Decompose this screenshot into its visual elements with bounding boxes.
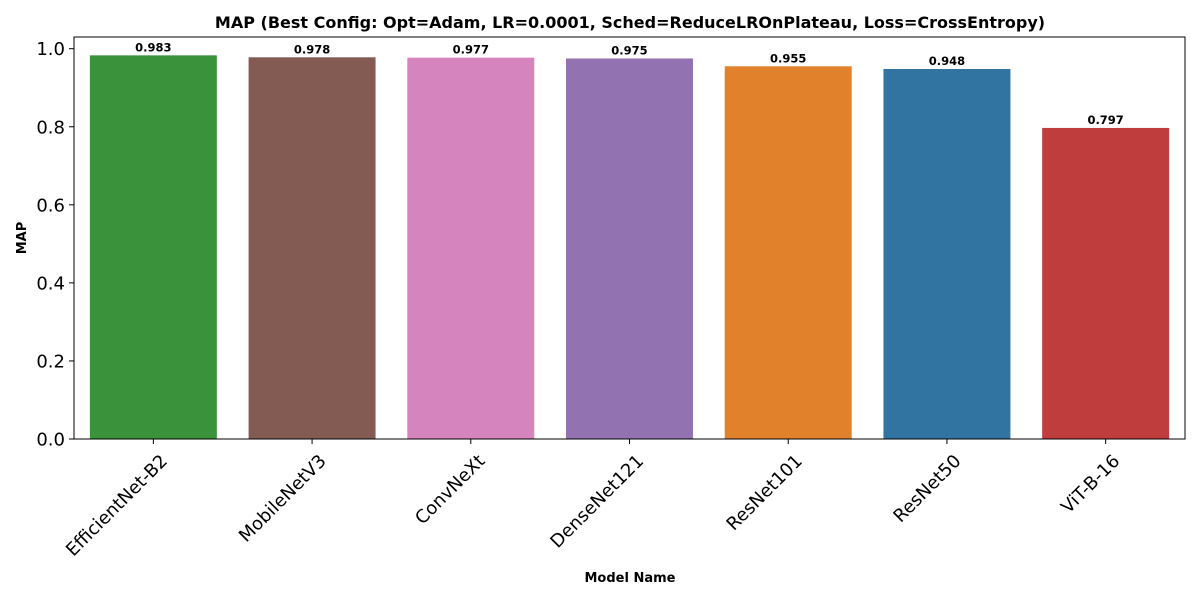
bar-4 bbox=[724, 66, 852, 439]
bar-value-label: 0.797 bbox=[1087, 113, 1123, 127]
bar-5 bbox=[883, 69, 1011, 440]
x-tick-label: EfficientNet-B2 bbox=[62, 451, 172, 561]
plot-frame bbox=[73, 36, 1186, 440]
bar-3 bbox=[566, 58, 693, 440]
bar-1 bbox=[248, 57, 376, 440]
x-tick-label: DenseNet121 bbox=[546, 451, 648, 553]
x-tick-label: ResNet50 bbox=[889, 451, 965, 527]
y-tick-label: 0.4 bbox=[36, 273, 65, 294]
bar-6 bbox=[1042, 127, 1170, 439]
x-axis: EfficientNet-B2 MobileNetV3 ConvNeXt DenseN… bbox=[62, 439, 1124, 561]
x-tick-label: ViT-B-16 bbox=[1057, 451, 1124, 518]
y-tick-label: 0.8 bbox=[36, 117, 65, 138]
bar-value-label: 0.948 bbox=[929, 54, 965, 68]
y-tick-label: 0.0 bbox=[36, 430, 65, 451]
bar-value-label: 0.977 bbox=[453, 43, 489, 57]
x-tick-label: MobileNetV3 bbox=[235, 451, 331, 547]
bar-value-label: 0.978 bbox=[294, 42, 330, 56]
bar-value-label: 0.975 bbox=[611, 43, 647, 57]
y-axis: 0.0 0.2 0.4 0.6 0.8 1.0 bbox=[36, 39, 74, 451]
bar-value-label: 0.983 bbox=[135, 40, 171, 54]
x-axis-label: Model Name bbox=[585, 571, 676, 586]
bar-0 bbox=[89, 55, 217, 439]
value-labels-layer: 0.983 0.978 0.977 0.975 0.955 0.948 0.797 bbox=[135, 40, 1124, 127]
bar-2 bbox=[407, 57, 535, 440]
bars-layer bbox=[89, 55, 1170, 440]
y-axis-label: MAP bbox=[15, 222, 30, 255]
x-tick-label: ConvNeXt bbox=[411, 451, 489, 529]
y-tick-label: 1.0 bbox=[36, 39, 65, 60]
y-tick-label: 0.2 bbox=[36, 351, 65, 372]
bar-value-label: 0.955 bbox=[770, 51, 806, 65]
x-tick-label: ResNet101 bbox=[723, 451, 807, 535]
chart-title: MAP (Best Config: Opt=Adam, LR=0.0001, S… bbox=[215, 13, 1045, 32]
y-tick-label: 0.6 bbox=[36, 195, 65, 216]
